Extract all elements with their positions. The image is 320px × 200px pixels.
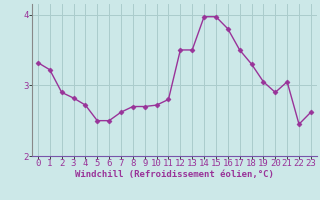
X-axis label: Windchill (Refroidissement éolien,°C): Windchill (Refroidissement éolien,°C) <box>75 170 274 179</box>
